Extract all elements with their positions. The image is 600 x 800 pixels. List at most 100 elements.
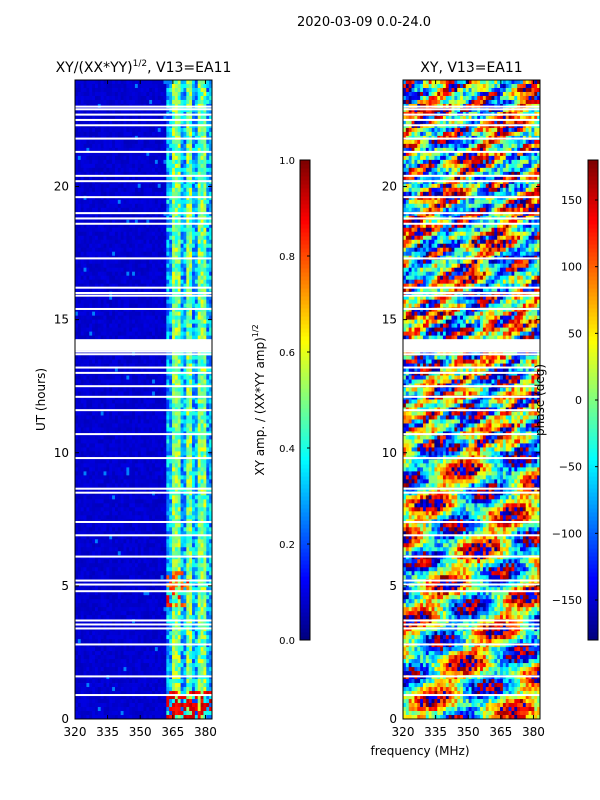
heatmap-cell [106,483,110,488]
heatmap-cell [106,131,110,137]
heatmap-cell [149,435,153,440]
heatmap-cell [129,355,136,360]
heatmap-cell [203,87,207,93]
heatmap-cell [177,335,181,340]
heatmap-cell [157,155,162,161]
heatmap-cell [112,435,116,440]
heatmap-cell [177,151,181,157]
heatmap-cell [112,119,116,125]
heatmap-cell [157,203,162,209]
heatmap-cell [106,271,110,277]
heatmap-cell [109,451,113,456]
heatmap-cell [80,415,84,420]
heatmap-cell [183,119,187,125]
heatmap-cell [132,159,136,165]
heatmap-cell [183,143,187,149]
heatmap-cell [114,399,119,404]
heatmap-cell [197,99,201,105]
heatmap-cell [160,163,164,169]
heatmap-cell [120,335,124,340]
heatmap-cell [149,403,153,408]
heatmap-cell [134,295,139,301]
heatmap-cell [106,443,110,448]
heatmap-cell [140,427,144,432]
heatmap-cell [140,483,144,488]
heatmap-cell [180,303,184,309]
heatmap-cell [109,295,113,301]
heatmap-cell [157,119,162,125]
heatmap-cell [152,295,156,301]
heatmap-cell [97,375,102,380]
heatmap-cell [143,495,147,500]
heatmap-cell [166,479,170,484]
heatmap-cell [194,331,199,336]
heatmap-cell [92,235,96,241]
heatmap-cell [143,355,147,360]
heatmap-cell [206,399,210,404]
heatmap-cell [152,91,156,97]
heatmap-cell [103,99,107,105]
heatmap-cell [157,479,162,484]
heatmap-cell [192,159,196,165]
heatmap-cell [189,243,193,249]
heatmap-cell [77,299,82,305]
heatmap-cell [140,143,144,149]
heatmap-cell [152,495,156,500]
heatmap-cell [114,175,119,181]
heatmap-cell [140,275,144,281]
heatmap-cell [192,403,196,408]
heatmap-cell [94,415,99,420]
heatmap-cell [192,495,196,500]
heatmap-cell [112,419,116,424]
heatmap-cell [206,495,210,500]
heatmap-cell [109,479,113,484]
heatmap-cell [180,151,184,157]
heatmap-cell [169,159,173,165]
heatmap-cell [177,391,181,396]
heatmap-cell [166,223,170,229]
heatmap-cell [103,147,107,153]
heatmap-cell [100,359,104,364]
heatmap-cell [97,131,102,137]
heatmap-cell [80,411,84,416]
heatmap-cell [154,415,159,420]
heatmap-cell [206,223,210,229]
heatmap-cell [177,199,181,205]
heatmap-cell [154,155,159,161]
heatmap-cell [83,459,87,464]
heatmap-cell [112,223,116,229]
heatmap-cell [94,327,99,332]
heatmap-cell [129,203,133,209]
heatmap-cell [169,411,173,416]
heatmap-cell [180,359,184,364]
heatmap-cell [94,259,99,265]
heatmap-cell [97,463,102,468]
heatmap-cell [106,423,110,428]
heatmap-cell [169,227,173,233]
heatmap-cell [209,467,213,472]
heatmap-cell [160,463,164,468]
heatmap-cell [183,299,187,305]
heatmap-cell [123,359,127,364]
heatmap-cell [192,183,196,189]
heatmap-cell [83,95,87,101]
heatmap-cell [94,151,99,157]
heatmap-cell [114,451,119,456]
heatmap-cell [146,427,150,432]
heatmap-cell [117,299,122,305]
heatmap-cell [77,227,82,233]
heatmap-cell [123,95,127,101]
heatmap-cell [197,419,201,424]
heatmap-cell [114,259,119,265]
heatmap-cell [94,435,99,440]
heatmap-cell [92,367,96,372]
heatmap-cell [203,335,207,340]
heatmap-cell [172,87,176,93]
heatmap-cell [89,323,93,329]
heatmap-cell [160,203,164,209]
heatmap-cell [197,239,201,245]
heatmap-cell [106,239,110,245]
heatmap-cell [186,239,190,245]
heatmap-cell [89,443,96,448]
heatmap-cell [94,323,99,329]
